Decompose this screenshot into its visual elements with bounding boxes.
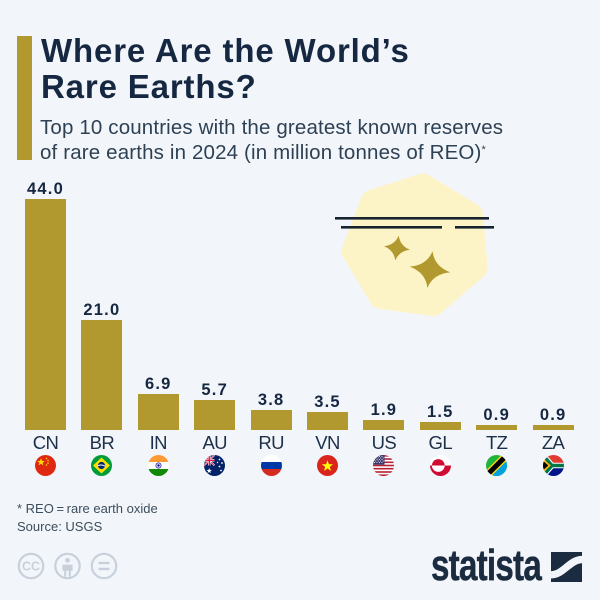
svg-text:CC: CC (22, 560, 40, 574)
